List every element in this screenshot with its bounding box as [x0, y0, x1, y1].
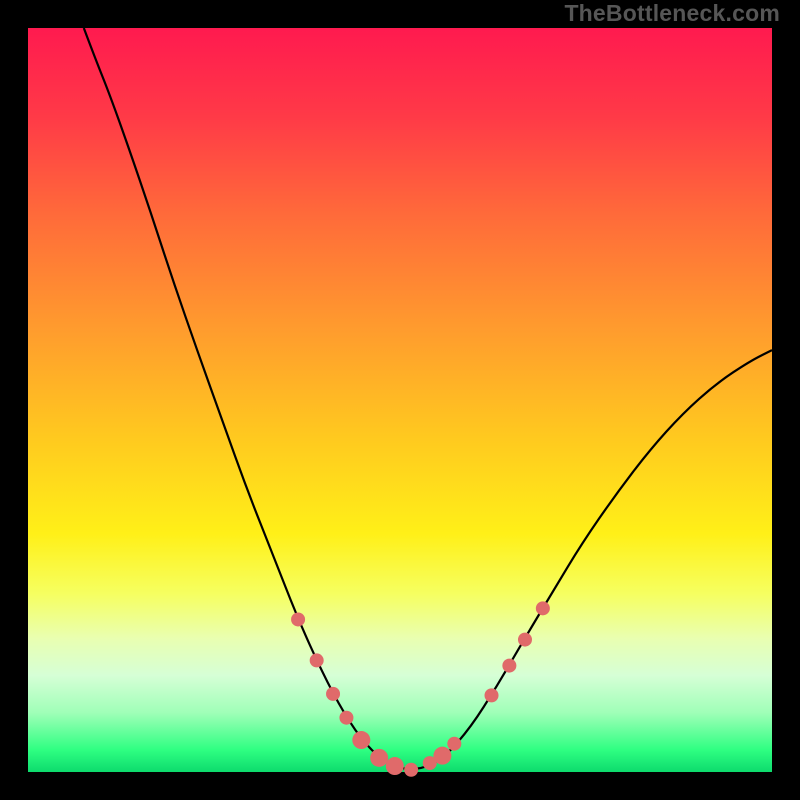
curve-marker	[433, 747, 451, 765]
curve-marker	[352, 731, 370, 749]
curve-marker	[370, 749, 388, 767]
curve-marker	[404, 763, 418, 777]
curve-marker	[485, 688, 499, 702]
chart-frame: TheBottleneck.com	[0, 0, 800, 800]
curve-marker	[339, 711, 353, 725]
curve-marker	[310, 653, 324, 667]
curve-marker	[502, 659, 516, 673]
bottleneck-curve	[84, 28, 772, 769]
chart-svg	[0, 0, 800, 800]
curve-marker	[447, 737, 461, 751]
curve-marker	[536, 601, 550, 615]
curve-marker	[326, 687, 340, 701]
marker-group	[291, 601, 550, 776]
curve-marker	[386, 757, 404, 775]
curve-marker	[518, 633, 532, 647]
curve-marker	[291, 612, 305, 626]
watermark-label: TheBottleneck.com	[564, 0, 780, 27]
